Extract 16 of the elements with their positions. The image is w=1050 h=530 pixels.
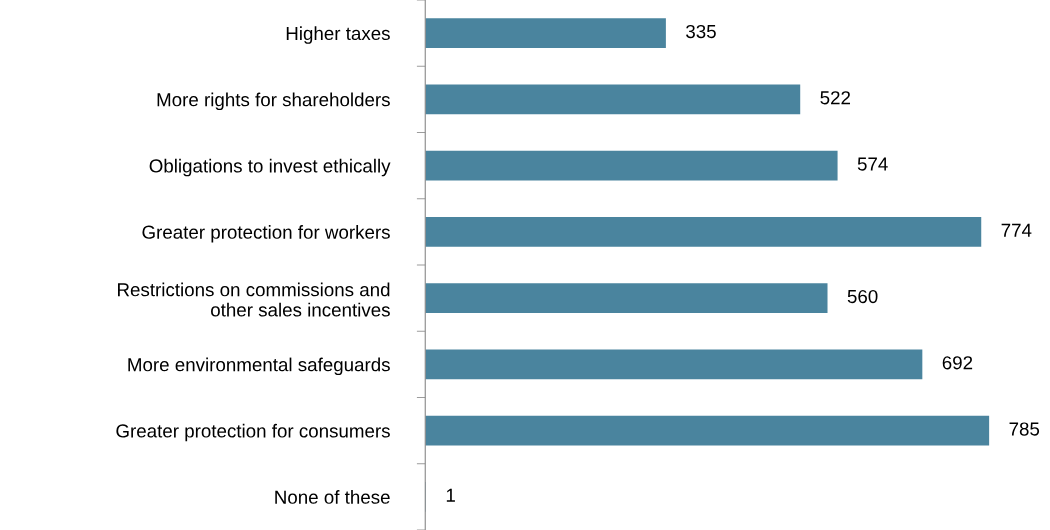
y-tick-label: Obligations to invest ethically	[149, 158, 391, 177]
y-tick-label: Greater protection for workers	[142, 225, 390, 243]
y-tick-label: Restrictions on commissions and other sales incentives	[118, 282, 390, 317]
data-label: 785	[1009, 422, 1040, 436]
y-tick-label: Higher taxes	[286, 26, 390, 44]
data-label: 574	[857, 157, 888, 171]
y-tick-label: More rights for shareholders	[157, 92, 390, 111]
data-label: 692	[942, 356, 973, 370]
y-tick-label: More environmental safeguards	[128, 357, 390, 376]
data-label: 1	[446, 488, 455, 502]
data-label: 774	[1001, 223, 1032, 237]
data-label: 335	[686, 24, 716, 39]
data-label: 522	[820, 91, 850, 105]
y-tick-label: None of these	[275, 490, 390, 504]
y-tick-label: Greater protection for consumers	[116, 423, 390, 442]
data-label: 560	[847, 289, 878, 304]
